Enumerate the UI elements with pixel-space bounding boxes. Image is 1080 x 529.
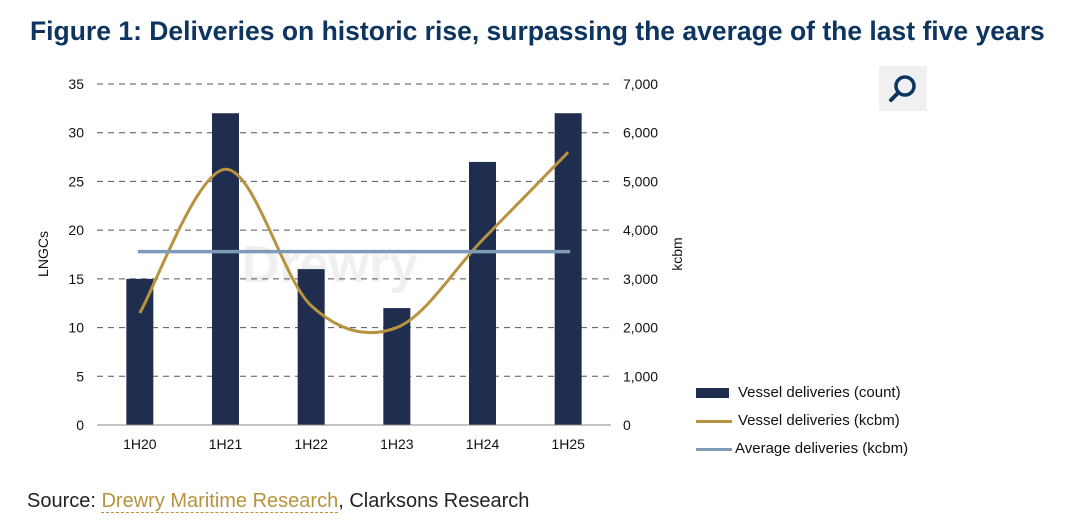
bars: [126, 113, 582, 425]
axes: 0 5 10 15 20 25 30 35 0 1,000 2,000 3,000 4,000 5,000…: [35, 76, 685, 452]
x-tick-label: 1H21: [209, 436, 243, 452]
y-left-tick-label: 5: [76, 368, 84, 384]
y-left-tick-label: 30: [68, 125, 84, 141]
search-button[interactable]: [879, 66, 927, 111]
source-prefix: Source:: [27, 490, 102, 512]
legend-label-count: Vessel deliveries (count): [738, 384, 901, 401]
bar: [126, 278, 154, 425]
y-right-tick-label: 5,000: [623, 173, 658, 189]
legend-swatch-average: [696, 448, 732, 451]
x-tick-label: 1H22: [294, 436, 328, 452]
bar: [212, 113, 239, 425]
legend-swatch-count: [696, 388, 729, 398]
source-suffix: , Clarksons Research: [338, 490, 530, 512]
legend-swatch-kcbm: [696, 420, 732, 423]
y-left-tick-label: 20: [68, 222, 84, 238]
x-tick-label: 1H24: [466, 436, 500, 452]
y-left-axis-title: LNGCs: [35, 231, 51, 277]
legend-label-average: Average deliveries (kcbm): [735, 440, 909, 457]
bar: [469, 161, 496, 425]
y-right-tick-label: 6,000: [623, 125, 658, 141]
y-right-tick-label: 4,000: [623, 222, 658, 238]
y-left-tick-label: 10: [68, 320, 84, 336]
source-note: Source: Drewry Maritime Research, Clarks…: [27, 490, 529, 513]
legend-label-kcbm: Vessel deliveries (kcbm): [738, 412, 900, 429]
y-left-tick-label: 15: [68, 271, 84, 287]
y-right-axis-title: kcbm: [669, 237, 685, 270]
y-right-tick-label: 0: [623, 417, 631, 433]
source-link-drewry[interactable]: Drewry Maritime Research: [101, 490, 339, 513]
bar: [383, 308, 411, 425]
y-right-tick-label: 3,000: [623, 271, 658, 287]
y-left-tick-label: 0: [76, 417, 84, 433]
y-right-tick-label: 2,000: [623, 320, 658, 336]
watermark-text: Drewry: [242, 236, 418, 294]
x-tick-label: 1H23: [380, 436, 414, 452]
y-left-tick-label: 25: [68, 173, 84, 189]
line-vessel-deliveries-kcbm: [138, 151, 570, 335]
x-tick-label: 1H20: [123, 436, 157, 452]
y-right-tick-label: 7,000: [623, 76, 658, 92]
y-right-tick-label: 1,000: [623, 368, 658, 384]
y-left-tick-label: 35: [68, 76, 84, 92]
bar: [554, 113, 582, 425]
figure-title: Figure 1: Deliveries on historic rise, s…: [30, 16, 1045, 46]
lines: [137, 151, 571, 335]
watermark: Drewry: [242, 236, 418, 294]
search-icon: [889, 75, 916, 102]
x-tick-label: 1H25: [551, 436, 585, 452]
grid: [97, 83, 611, 377]
